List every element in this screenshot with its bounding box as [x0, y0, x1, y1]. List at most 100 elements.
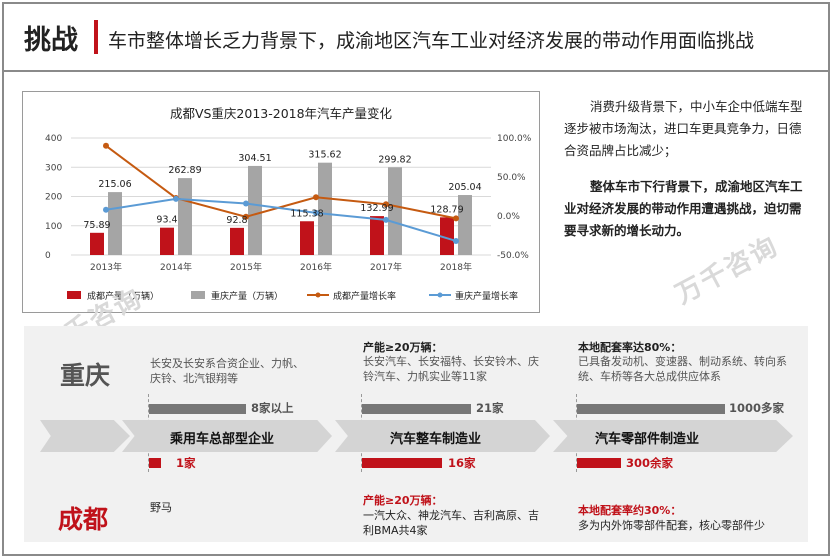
arrow-segment: [122, 420, 332, 452]
bar-chengdu: [160, 227, 174, 255]
y-tick-left: 0: [45, 251, 51, 261]
city-label-chongqing: 重庆: [60, 361, 111, 390]
bar-chengdu: [300, 221, 314, 255]
stage-label-hq: 乘用车总部型企业: [170, 432, 275, 447]
legend-label: 成都产量增长率: [333, 290, 396, 302]
combo-chart: 成都VS重庆2013-2018年汽车产量变化 0 100 200 300 400 -50.0…: [45, 106, 532, 302]
data-label: 205.04: [448, 182, 481, 193]
point-chengdu-growth: [453, 215, 459, 222]
cq-oem-value: 21家: [476, 401, 504, 415]
point-chongqing-growth: [103, 206, 109, 213]
header: 挑战 车市整体增长乏力背景下，成渝地区汽车工业对经济发展的带动作用面临挑战: [4, 4, 830, 72]
point-chongqing-growth: [313, 209, 319, 216]
page-title: 挑战: [24, 25, 78, 56]
divider-line: [148, 394, 150, 428]
arrow-segment: [40, 420, 130, 452]
cq-hq-desc: 长安及长安系合资企业、力帆、庆铃、北汽银翔等: [150, 357, 304, 385]
cd-oem-value: 16家: [448, 456, 476, 470]
y-tick-left: 300: [45, 163, 62, 173]
cd-oem-head: 产能≥20万辆：: [363, 494, 443, 507]
divider-line: [148, 448, 150, 472]
bar-chengdu: [440, 217, 454, 255]
x-tick: 2014年: [160, 261, 192, 273]
y-tick-left: 200: [45, 193, 62, 203]
stage-label-parts: 汽车零部件制造业: [595, 432, 700, 447]
cd-hq-desc: 野马: [150, 501, 172, 514]
divider-line: [361, 448, 363, 472]
y-tick-left: 400: [45, 134, 62, 144]
data-label: 115.38: [290, 208, 323, 219]
data-label: 92.8: [226, 215, 247, 226]
cq-parts-value: 1000多家: [729, 401, 785, 415]
chart-container: 成都VS重庆2013-2018年汽车产量变化 0 100 200 300 400 -50.0…: [22, 91, 540, 313]
divider-line: [576, 394, 578, 428]
bar-chongqing: [178, 178, 192, 255]
data-label: 262.89: [168, 165, 201, 176]
x-tick: 2018年: [440, 261, 472, 273]
cq-oem-head: 产能≥20万辆：: [363, 341, 443, 354]
cd-parts-bar: [577, 458, 621, 468]
divider-line: [576, 448, 578, 472]
x-tick: 2015年: [230, 261, 262, 273]
legend-label: 重庆产量增长率: [455, 290, 518, 302]
legend-label: 成都产量（万辆）: [87, 290, 159, 302]
line-chengdu-growth: [105, 144, 457, 220]
bar-chongqing: [388, 167, 402, 255]
bar-chongqing: [458, 195, 472, 255]
legend-swatch: [437, 292, 443, 298]
legend-swatch: [315, 292, 321, 298]
cq-oem-desc: 长安汽车、长安福特、长安铃木、庆铃汽车、力帆实业等11家: [363, 355, 539, 383]
point-chongqing-growth: [173, 195, 179, 202]
legend-swatch: [191, 291, 205, 299]
chart-title: 成都VS重庆2013-2018年汽车产量变化: [170, 106, 393, 121]
cd-parts-desc: 多为内外饰零部件配套，核心零部件少: [578, 519, 765, 532]
bar-chengdu: [230, 227, 244, 255]
y-tick-right: -50.0%: [497, 251, 529, 261]
data-label: 128.79: [430, 204, 463, 215]
arrow-segment: [335, 420, 550, 452]
data-label: 75.89: [83, 220, 110, 231]
page-subtitle: 车市整体增长乏力背景下，成渝地区汽车工业对经济发展的带动作用面临挑战: [108, 30, 755, 52]
legend-swatch: [67, 291, 81, 299]
data-label: 299.82: [378, 154, 411, 165]
y-tick-right: 100.0%: [497, 134, 532, 144]
cd-hq-value: 1家: [176, 456, 196, 470]
cq-hq-value: 8家以上: [251, 401, 294, 415]
value-chain-arrow: 乘用车总部型企业 汽车整车制造业 汽车零部件制造业: [40, 420, 820, 452]
x-tick: 2016年: [300, 261, 332, 273]
cq-hq-bar: [149, 404, 246, 414]
point-chengdu-growth: [313, 194, 319, 201]
paragraph-market-decline: 整体车市下行背景下，成渝地区汽车工业对经济发展的带动作用遭遇挑战，迫切需要寻求新…: [564, 179, 803, 238]
y-tick-right: 0.0%: [497, 212, 520, 222]
point-chengdu-growth: [103, 142, 109, 149]
city-label-chengdu: 成都: [58, 505, 109, 534]
line-chongqing-growth: [105, 197, 457, 242]
paragraph-consumption: 消费升级背景下，中小车企中低端车型逐步被市场淘汰，进口车更具竞争力，日德合资品牌…: [564, 99, 803, 158]
point-chongqing-growth: [243, 200, 249, 207]
legend-label: 重庆产量（万辆）: [211, 290, 283, 302]
bar-chongqing: [248, 165, 262, 255]
arrow-segment: [553, 420, 793, 452]
point-chengdu-growth: [383, 201, 389, 208]
cq-parts-bar: [577, 404, 725, 414]
x-tick: 2013年: [90, 261, 122, 273]
x-tick: 2017年: [370, 261, 402, 273]
stage-label-oem: 汽车整车制造业: [390, 432, 482, 447]
cd-parts-head: 本地配套率约30%：: [578, 504, 682, 517]
title-divider: [94, 20, 98, 54]
cd-oem-desc: 一汽大众、神龙汽车、吉利高原、吉利BMA共4家: [363, 509, 539, 537]
y-tick-right: 50.0%: [497, 173, 526, 183]
bar-chengdu: [370, 216, 384, 255]
data-label: 304.51: [238, 153, 271, 164]
point-chongqing-growth: [383, 216, 389, 223]
cd-hq-bar: [149, 458, 161, 468]
data-label: 132.99: [360, 203, 393, 214]
divider-line: [361, 394, 363, 428]
point-chongqing-growth: [453, 237, 459, 244]
bar-chengdu: [90, 232, 104, 255]
cq-parts-desc: 已具备发动机、变速器、制动系统、转向系统、车桥等各大总成供应体系: [578, 355, 787, 383]
bar-chongqing: [318, 162, 332, 255]
data-label: 215.06: [98, 179, 131, 190]
cq-parts-head: 本地配套率达80%：: [578, 341, 682, 354]
cd-oem-bar: [362, 458, 442, 468]
